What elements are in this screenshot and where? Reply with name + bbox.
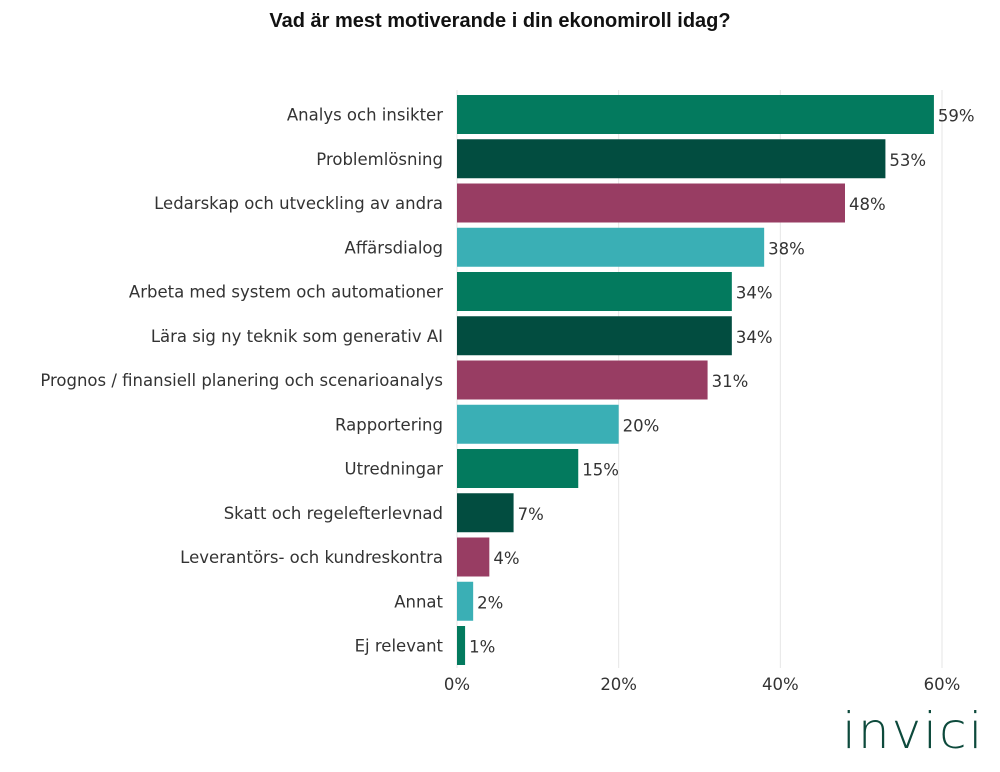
- chart-title: Vad är mest motiverande i din ekonomirol…: [269, 10, 731, 32]
- category-label: Utredningar: [345, 460, 444, 479]
- data-label: 20%: [623, 416, 660, 435]
- category-label: Rapportering: [335, 415, 443, 434]
- category-label: Annat: [394, 592, 443, 611]
- data-label: 7%: [518, 505, 544, 524]
- category-label: Ej relevant: [355, 637, 444, 656]
- category-label: Arbeta med system och automationer: [129, 283, 443, 302]
- bar: [457, 95, 934, 134]
- data-label: 34%: [736, 284, 773, 303]
- category-label: Analys och insikter: [287, 106, 443, 125]
- category-label: Skatt och regelefterlevnad: [224, 504, 443, 523]
- x-tick-label: 0%: [444, 675, 470, 694]
- x-tick-label: 20%: [600, 675, 637, 694]
- x-tick-label: 40%: [762, 675, 799, 694]
- category-label: Prognos / finansiell planering och scena…: [40, 371, 443, 390]
- bar: [457, 404, 619, 444]
- bar: [457, 272, 732, 311]
- data-label: 15%: [582, 461, 619, 480]
- bar: [457, 537, 490, 577]
- category-label: Leverantörs- och kundreskontra: [180, 548, 443, 567]
- data-label: 1%: [469, 638, 495, 657]
- data-label: 59%: [938, 107, 975, 126]
- invici-logo: invici: [842, 702, 985, 760]
- bar: [457, 626, 466, 665]
- bar: [457, 493, 514, 533]
- category-label: Affärsdialog: [345, 238, 443, 257]
- data-label: 38%: [768, 239, 805, 258]
- bar: [457, 139, 886, 179]
- data-label: 34%: [736, 328, 773, 347]
- data-label: 4%: [493, 549, 519, 568]
- data-label: 31%: [712, 372, 749, 391]
- category-label: Lära sig ny teknik som generativ AI: [151, 327, 443, 346]
- bar: [457, 449, 579, 488]
- category-label: Ledarskap och utveckling av andra: [154, 194, 443, 213]
- x-tick-label: 60%: [924, 675, 961, 694]
- bar: [457, 227, 765, 267]
- data-label: 48%: [849, 195, 886, 214]
- bar: [457, 581, 474, 621]
- category-label: Problemlösning: [316, 150, 443, 169]
- data-label: 2%: [477, 593, 503, 612]
- bar: [457, 360, 708, 400]
- bar: [457, 183, 845, 223]
- bar: [457, 316, 732, 356]
- data-label: 53%: [889, 151, 926, 170]
